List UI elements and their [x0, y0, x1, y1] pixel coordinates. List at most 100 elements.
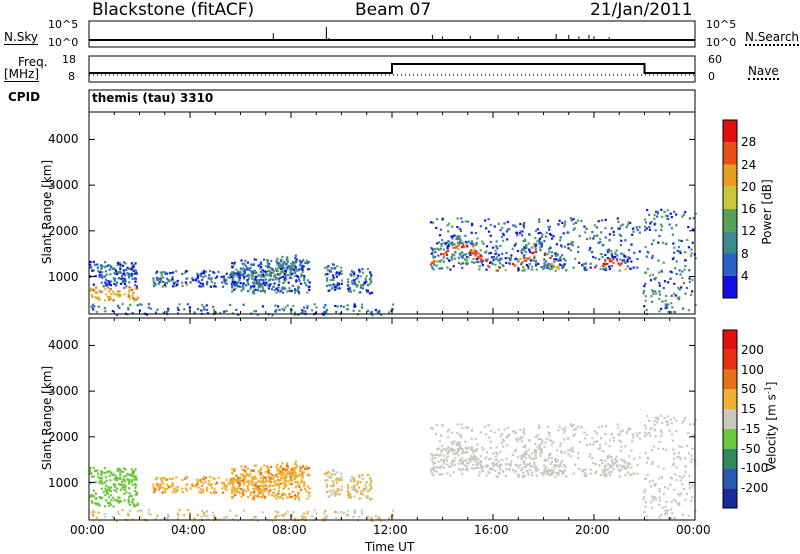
velocity-point — [430, 452, 433, 456]
power-point — [617, 262, 620, 265]
power-point — [653, 223, 656, 226]
colorbar-swatch — [723, 120, 737, 143]
velocity-point — [441, 444, 444, 448]
velocity-point — [543, 445, 546, 449]
power-point — [642, 289, 646, 293]
velocity-point — [358, 515, 361, 518]
velocity-point — [650, 449, 654, 452]
power-point — [154, 311, 158, 314]
velocity-point — [283, 472, 286, 475]
velocity-point — [262, 479, 265, 483]
velocity-point — [476, 443, 479, 446]
velocity-cbar-tick: -15 — [741, 421, 761, 436]
velocity-point — [432, 474, 435, 477]
power-point — [241, 283, 245, 286]
power-point — [604, 268, 607, 271]
power-point — [333, 266, 337, 270]
velocity-point — [125, 491, 128, 494]
power-point — [136, 296, 139, 299]
velocity-point — [328, 495, 331, 498]
power-point — [306, 307, 309, 310]
velocity-point — [340, 510, 343, 514]
power-point — [293, 288, 297, 291]
power-point — [440, 253, 443, 256]
power-point — [511, 262, 515, 266]
velocity-point — [361, 477, 365, 480]
velocity-point — [632, 436, 635, 439]
nsky-label: N.Sky — [4, 30, 39, 45]
velocity-point — [136, 502, 139, 505]
power-point — [468, 251, 471, 255]
power-point — [677, 286, 680, 289]
power-point — [433, 248, 436, 251]
power-point — [97, 305, 100, 308]
velocity-point — [467, 462, 470, 465]
power-point — [196, 277, 199, 280]
power-point — [248, 268, 251, 272]
power-point — [691, 228, 694, 231]
velocity-point — [599, 444, 602, 447]
power-point — [233, 272, 236, 275]
power-point — [369, 279, 373, 282]
power-point — [571, 244, 575, 247]
power-point — [277, 266, 280, 269]
power-point — [654, 229, 657, 232]
power-point — [644, 271, 648, 274]
power-point — [288, 287, 291, 290]
power-point — [478, 265, 481, 268]
velocity-point — [158, 484, 161, 487]
power-point — [545, 231, 548, 234]
velocity-point — [230, 488, 233, 491]
velocity-point — [651, 495, 654, 498]
power-point — [481, 240, 484, 243]
power-point — [258, 280, 261, 283]
velocity-point — [495, 463, 498, 467]
velocity-point — [690, 458, 693, 461]
velocity-point — [277, 472, 280, 475]
velocity-point — [636, 472, 639, 475]
power-point — [446, 246, 449, 250]
velocity-point — [692, 423, 695, 426]
velocity-point — [126, 472, 129, 475]
power-point — [612, 262, 615, 265]
velocity-point — [610, 470, 613, 474]
power-point — [532, 259, 535, 262]
power-point — [107, 295, 110, 299]
power-point — [300, 264, 303, 267]
power-point — [283, 280, 287, 283]
velocity-point — [521, 454, 524, 457]
power-point — [687, 246, 691, 249]
velocity-point — [261, 485, 264, 488]
power-point — [297, 290, 300, 293]
velocity-point — [294, 472, 297, 475]
power-point — [90, 294, 93, 297]
power-point — [560, 245, 564, 248]
power-point — [618, 269, 621, 272]
power-point — [223, 310, 226, 313]
velocity-point — [358, 476, 361, 479]
power-point — [160, 272, 163, 275]
velocity-point — [561, 471, 564, 474]
power-point — [268, 279, 271, 282]
velocity-point — [485, 474, 488, 477]
velocity-point — [268, 485, 271, 488]
power-point — [261, 272, 265, 275]
power-point — [293, 291, 297, 294]
power-point — [232, 275, 235, 278]
power-point — [352, 309, 355, 312]
velocity-point — [115, 519, 119, 523]
velocity-point — [549, 474, 552, 477]
power-point — [589, 237, 592, 240]
power-point — [564, 259, 567, 262]
power-point — [651, 300, 654, 303]
velocity-point — [661, 506, 664, 509]
nave-label-text: Nave — [748, 64, 779, 80]
velocity-point — [290, 468, 293, 471]
velocity-point — [135, 491, 138, 494]
power-point — [604, 259, 607, 262]
power-point — [440, 244, 443, 247]
velocity-point — [246, 467, 250, 470]
velocity-point — [570, 425, 573, 428]
power-point — [177, 308, 180, 312]
power-point — [108, 281, 111, 284]
